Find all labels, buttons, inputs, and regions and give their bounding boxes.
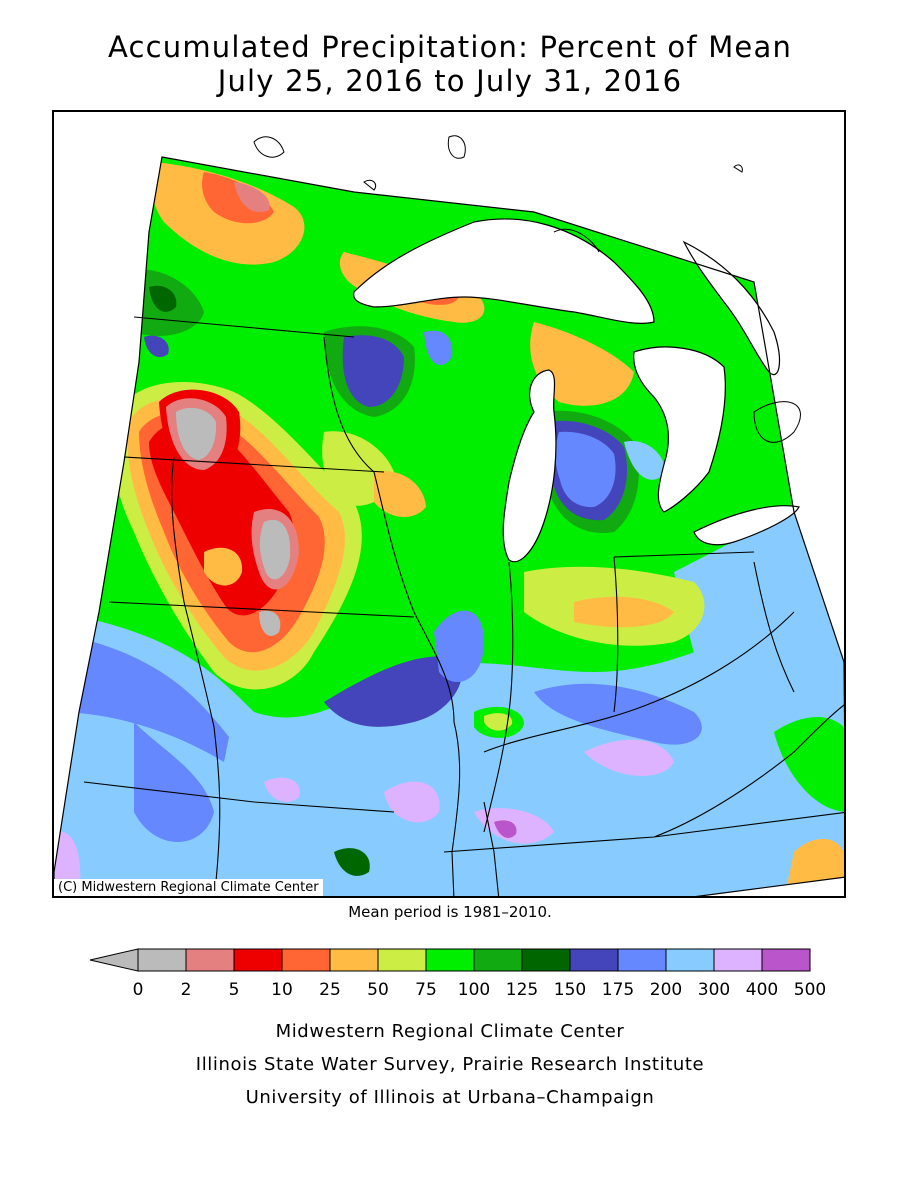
legend-tick-label: 50: [367, 980, 389, 1000]
legend-bin-5-10: [233, 948, 283, 972]
legend-tick-label: 175: [602, 980, 634, 1000]
legend-bin-25-50: [329, 948, 379, 972]
legend-tick-label: 25: [319, 980, 341, 1000]
legend-tick-label: 0: [133, 980, 144, 1000]
legend-tick-label: 500: [794, 980, 826, 1000]
legend-bin-10-25: [281, 948, 331, 972]
great-lakes: [353, 218, 800, 563]
legend-tick-label: 200: [650, 980, 682, 1000]
legend-bin-300-400: [713, 948, 763, 972]
lake-ontario-ne: [682, 240, 780, 376]
coastline-islands: [253, 135, 801, 443]
lake-michigan: [502, 369, 557, 563]
precipitation-map: (C) Midwestern Regional Climate Center: [52, 110, 846, 898]
credit-line-3: University of Illinois at Urbana–Champai…: [245, 1087, 655, 1108]
legend-bin-2-5: [185, 948, 235, 972]
legend-tick-label: 10: [271, 980, 293, 1000]
legend-tick-label: 2: [181, 980, 192, 1000]
legend-tick-label: 125: [506, 980, 538, 1000]
legend-tick-label: 400: [746, 980, 778, 1000]
legend-bin-50-75: [377, 948, 427, 972]
legend-bin-125-150: [521, 948, 571, 972]
copyright-label: (C) Midwestern Regional Climate Center: [54, 879, 323, 896]
legend-bin-0-2: [137, 948, 187, 972]
state-boundaries: [83, 316, 844, 896]
legend-tick-label: 300: [698, 980, 730, 1000]
legend-tick-label: 100: [458, 980, 490, 1000]
region-outline: [54, 156, 844, 896]
legend-bin-175-200: [617, 948, 667, 972]
legend-bin-100-125: [473, 948, 523, 972]
legend-tick-label: 5: [229, 980, 240, 1000]
legend-bin-75-100: [425, 948, 475, 972]
legend-tick-label: 75: [415, 980, 437, 1000]
lake-huron: [633, 346, 726, 513]
legend-bin-400-500: [761, 948, 811, 972]
legend-tick-label: 150: [554, 980, 586, 1000]
legend-bin-150-175: [569, 948, 619, 972]
precip-field: [54, 157, 844, 896]
map-canvas: [54, 135, 844, 896]
lake-erie: [693, 505, 800, 546]
mean-period-note: Mean period is 1981–2010.: [348, 903, 552, 921]
credit-line-2: Illinois State Water Survey, Prairie Res…: [195, 1054, 705, 1075]
color-legend: 0 2 5 10 25 50 75 100 125 150 175 200 300 400 500: [89, 948, 827, 1000]
legend-below-arrow: [89, 948, 139, 972]
credit-line-1: Midwestern Regional Climate Center: [275, 1021, 625, 1042]
map-date-range: July 25, 2016 to July 31, 2016: [217, 64, 683, 98]
lake-superior: [353, 218, 655, 324]
legend-bins: [89, 948, 811, 972]
legend-bin-200-300: [665, 948, 715, 972]
map-title: Accumulated Precipitation: Percent of Me…: [107, 30, 793, 64]
legend-tick-labels: 0 2 5 10 25 50 75 100 125 150 175 200 300 400 500: [133, 980, 827, 1000]
